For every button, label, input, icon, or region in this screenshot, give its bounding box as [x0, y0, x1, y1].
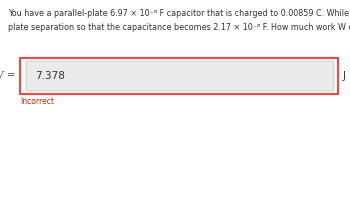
Text: J: J	[343, 71, 346, 81]
FancyBboxPatch shape	[26, 61, 334, 91]
Text: W =: W =	[0, 71, 16, 81]
Bar	[20, 58, 338, 94]
Text: plate separation so that the capacitance becomes 2.17 × 10⁻⁶ F. How much work W : plate separation so that the capacitance…	[8, 23, 350, 32]
Text: You have a parallel-plate 6.97 × 10⁻⁶ F capacitor that is charged to 0.00859 C. : You have a parallel-plate 6.97 × 10⁻⁶ F …	[8, 9, 350, 18]
Text: 7.378: 7.378	[35, 71, 65, 81]
Text: Incorrect: Incorrect	[20, 97, 54, 106]
